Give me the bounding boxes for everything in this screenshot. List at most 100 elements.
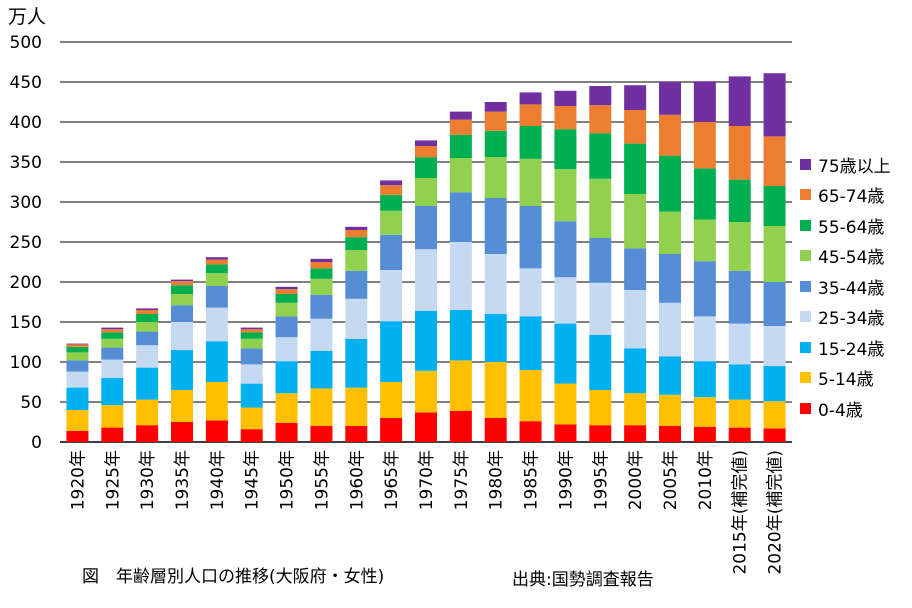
bar-segment bbox=[624, 393, 647, 426]
bar-segment bbox=[589, 425, 612, 442]
bar-segment bbox=[101, 378, 124, 406]
x-tick-label: 1965年 bbox=[382, 450, 402, 510]
bar-segment bbox=[415, 178, 437, 206]
bar-segment bbox=[693, 397, 716, 427]
y-tick-label: 150 bbox=[10, 313, 42, 333]
bar-segment bbox=[275, 294, 298, 303]
bar-segment bbox=[66, 343, 89, 345]
x-axis: 1920年 1925年 1930年 1935年 1940年 1945年 1950年 1955年… bbox=[68, 450, 785, 575]
bar-segment bbox=[763, 136, 786, 186]
bar-segment bbox=[415, 249, 437, 311]
bar-segment bbox=[101, 347, 124, 360]
bar-segment bbox=[693, 122, 716, 169]
bar-segment bbox=[519, 268, 542, 317]
legend-item: 65-74歳 bbox=[800, 180, 891, 211]
bar-segment bbox=[449, 410, 472, 442]
bar-segment bbox=[345, 387, 368, 426]
bar-segment bbox=[624, 290, 647, 349]
bar-segment bbox=[728, 179, 751, 222]
bar-segment bbox=[589, 105, 612, 134]
x-tick-label: 1945年 bbox=[243, 450, 263, 510]
legend-label: 0-4歳 bbox=[818, 400, 863, 421]
bar-segment bbox=[171, 390, 193, 422]
bar-segment bbox=[484, 314, 507, 362]
bar-segment bbox=[624, 248, 647, 290]
bar-segment bbox=[449, 310, 472, 361]
bar-segment bbox=[415, 412, 437, 442]
x-tick-label: 1955年 bbox=[312, 450, 332, 510]
bar-segment bbox=[484, 102, 507, 112]
bar-segment bbox=[693, 219, 716, 262]
bar-segment bbox=[205, 307, 228, 342]
bar-segment bbox=[66, 387, 89, 410]
bar-segment bbox=[101, 338, 124, 348]
x-tick-label: 1925年 bbox=[103, 450, 123, 510]
bar-segment bbox=[449, 192, 472, 242]
legend-item: 15-24歳 bbox=[800, 332, 891, 363]
legend-swatch bbox=[800, 189, 811, 201]
bar-segment bbox=[484, 418, 507, 442]
bar-segment bbox=[728, 323, 751, 365]
legend-swatch bbox=[800, 341, 811, 353]
bar-segment bbox=[484, 254, 507, 314]
bar-segment bbox=[659, 302, 681, 357]
x-tick-label: 1950年 bbox=[278, 450, 298, 510]
bar-segment bbox=[693, 261, 716, 317]
bar-segment bbox=[415, 310, 437, 371]
bar-segment bbox=[449, 242, 472, 310]
legend-label: 15-24歳 bbox=[818, 339, 885, 360]
x-tick-label: 2000年 bbox=[626, 450, 646, 510]
bar-segment bbox=[205, 259, 228, 265]
bar-segment bbox=[205, 420, 228, 442]
bar-segment bbox=[136, 308, 159, 310]
bar-segment bbox=[380, 321, 403, 382]
bar-segment bbox=[240, 429, 263, 442]
bar-segment bbox=[101, 427, 124, 442]
bar-segment bbox=[624, 85, 647, 110]
bar-segment bbox=[275, 289, 298, 294]
x-tick-label: 1985年 bbox=[522, 450, 542, 510]
bar-segment bbox=[554, 221, 577, 278]
bar-segment bbox=[275, 393, 298, 423]
bar-segment bbox=[345, 426, 368, 442]
x-tick-label: 1930年 bbox=[138, 450, 158, 510]
bar-segment bbox=[380, 194, 403, 211]
bar-segment bbox=[763, 73, 786, 137]
legend-label: 45-54歳 bbox=[818, 248, 885, 269]
bar-segment bbox=[171, 279, 193, 282]
bar-segment bbox=[624, 143, 647, 194]
bar-segment bbox=[693, 168, 716, 220]
legend-swatch bbox=[800, 158, 811, 170]
bar-segment bbox=[310, 278, 333, 295]
bar-segment bbox=[728, 427, 751, 442]
bar-segment bbox=[554, 424, 577, 442]
bar-segment bbox=[205, 264, 228, 274]
bar-segment bbox=[728, 270, 751, 324]
bar-segment bbox=[136, 345, 159, 368]
bar-segment bbox=[624, 110, 647, 144]
bar-segment bbox=[763, 186, 786, 226]
bar-segment bbox=[449, 360, 472, 411]
bar-segment bbox=[205, 286, 228, 308]
bar-segment bbox=[136, 399, 159, 426]
bar-segment bbox=[693, 361, 716, 398]
bar-segment bbox=[693, 316, 716, 362]
bar-segment bbox=[345, 270, 368, 299]
legend-swatch bbox=[800, 219, 811, 231]
bar-segment bbox=[484, 362, 507, 418]
bar-segment bbox=[101, 405, 124, 428]
bar-segment bbox=[659, 114, 681, 156]
legend-item: 55-64歳 bbox=[800, 210, 891, 241]
legend-swatch bbox=[800, 250, 811, 262]
bar-segment bbox=[240, 327, 263, 330]
bar-segment bbox=[205, 382, 228, 421]
bar-segment bbox=[589, 238, 612, 283]
bar-segment bbox=[763, 226, 786, 282]
bar-segment bbox=[728, 399, 751, 428]
y-axis: 0 50 100 150 200 250 300 350 400 450 500 bbox=[10, 33, 42, 453]
bar-segment bbox=[624, 425, 647, 442]
x-tick-label: 1990年 bbox=[556, 450, 576, 510]
bar-segment bbox=[484, 157, 507, 198]
bar-segment bbox=[171, 305, 193, 322]
bar-segment bbox=[554, 323, 577, 384]
